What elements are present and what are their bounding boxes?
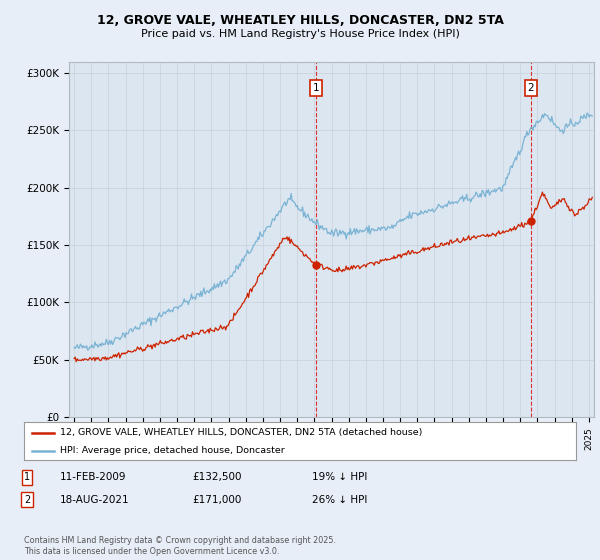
Text: 1: 1 [313, 83, 320, 93]
Text: HPI: Average price, detached house, Doncaster: HPI: Average price, detached house, Donc… [60, 446, 284, 455]
Text: 11-FEB-2009: 11-FEB-2009 [60, 472, 127, 482]
Text: 12, GROVE VALE, WHEATLEY HILLS, DONCASTER, DN2 5TA: 12, GROVE VALE, WHEATLEY HILLS, DONCASTE… [97, 14, 503, 27]
Text: £132,500: £132,500 [192, 472, 241, 482]
Text: 18-AUG-2021: 18-AUG-2021 [60, 494, 130, 505]
Text: Contains HM Land Registry data © Crown copyright and database right 2025.
This d: Contains HM Land Registry data © Crown c… [24, 536, 336, 556]
Text: £171,000: £171,000 [192, 494, 241, 505]
Text: 12, GROVE VALE, WHEATLEY HILLS, DONCASTER, DN2 5TA (detached house): 12, GROVE VALE, WHEATLEY HILLS, DONCASTE… [60, 428, 422, 437]
Text: 26% ↓ HPI: 26% ↓ HPI [312, 494, 367, 505]
Text: 2: 2 [528, 83, 535, 93]
Text: 2: 2 [24, 494, 30, 505]
Text: 1: 1 [24, 472, 30, 482]
Text: 19% ↓ HPI: 19% ↓ HPI [312, 472, 367, 482]
Text: Price paid vs. HM Land Registry's House Price Index (HPI): Price paid vs. HM Land Registry's House … [140, 29, 460, 39]
